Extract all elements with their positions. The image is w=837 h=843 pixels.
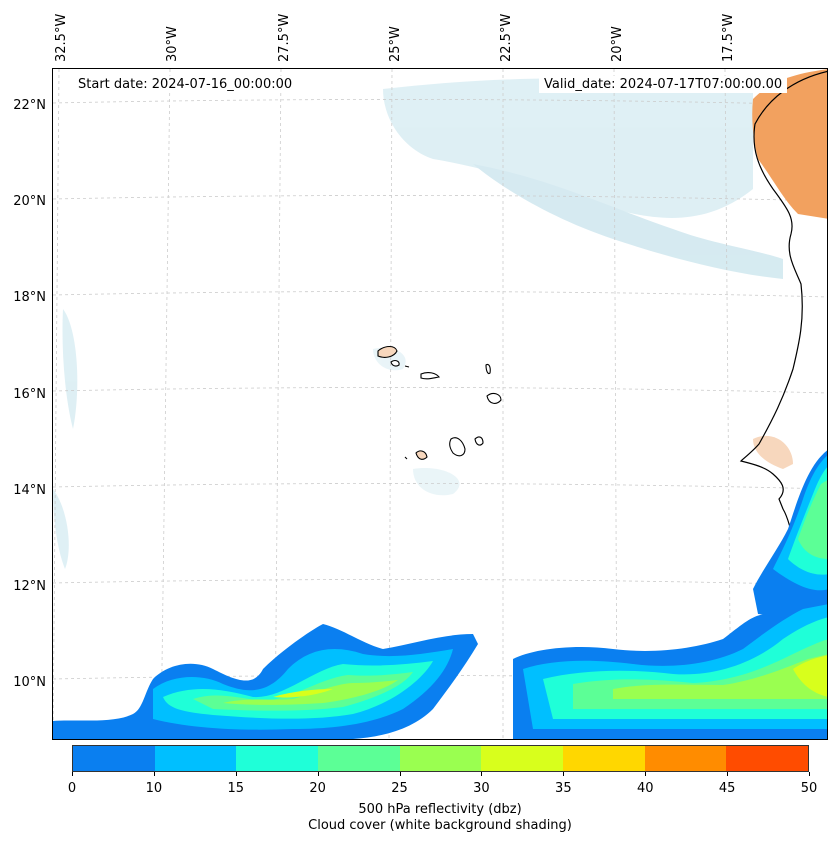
colorbar-tick-mark bbox=[727, 772, 729, 776]
colorbar-tick-label: 10 bbox=[145, 781, 163, 796]
colorbar-segment bbox=[399, 746, 482, 771]
lon-label-17.5w: 17.5°W bbox=[721, 13, 736, 62]
lon-label-20w: 20°W bbox=[610, 26, 625, 62]
reflectivity-east-25 bbox=[798, 480, 827, 559]
lat-label-22n: 22°N bbox=[13, 98, 46, 113]
island-brava bbox=[404, 456, 408, 460]
lat-label-14n: 14°N bbox=[13, 483, 46, 498]
reflectivity-field bbox=[53, 450, 827, 739]
reflectivity-east-35 bbox=[793, 655, 827, 697]
lat-label-12n: 12°N bbox=[13, 579, 46, 594]
colorbar-segment bbox=[236, 746, 319, 771]
colorbar-tick-label: 45 bbox=[718, 781, 736, 796]
colorbar-tick-mark bbox=[645, 772, 647, 776]
colorbar-tick-label: 35 bbox=[555, 781, 572, 796]
valid-date-label: Valid_date: 2024-07-17T07:00:00.00 bbox=[539, 76, 788, 93]
colorbar-tick-label: 15 bbox=[227, 781, 245, 796]
start-date-label: Start date: 2024-07-16_00:00:00 bbox=[73, 76, 298, 93]
island-fogo bbox=[415, 450, 428, 460]
lat-label-16n: 16°N bbox=[13, 387, 46, 402]
lon-label-32.5w: 32.5°W bbox=[54, 13, 69, 62]
colorbar-segment bbox=[563, 746, 645, 771]
cloud-cover-south bbox=[413, 468, 460, 496]
colorbar-segment bbox=[154, 746, 237, 771]
lat-label-20n: 20°N bbox=[13, 194, 46, 209]
colorbar-sublabel: Cloud cover (white background shading) bbox=[308, 818, 572, 833]
reflectivity-sw-35 bbox=[273, 689, 333, 698]
colorbar-tick-mark bbox=[809, 772, 810, 776]
colorbar-tick-label: 50 bbox=[800, 781, 818, 796]
colorbar-tick-label: 25 bbox=[391, 781, 408, 796]
colorbar-segment bbox=[644, 746, 727, 771]
reflectivity-center-30 bbox=[613, 654, 827, 699]
island-maio bbox=[474, 436, 484, 446]
colorbar-tick-mark bbox=[317, 772, 319, 776]
colorbar-tick-mark bbox=[72, 772, 73, 776]
island-sao-nicolau bbox=[420, 372, 440, 380]
map-canvas bbox=[53, 69, 827, 739]
land-africa-warm bbox=[753, 435, 793, 469]
colorbar-tick-label: 40 bbox=[636, 781, 654, 796]
map-panel[interactable] bbox=[52, 68, 828, 740]
island-sao-vicente bbox=[390, 360, 400, 367]
colorbar-segment bbox=[318, 746, 400, 771]
colorbar-tick-label: 20 bbox=[309, 781, 326, 796]
lon-label-27.5w: 27.5°W bbox=[277, 13, 292, 62]
graticule bbox=[53, 69, 827, 739]
cloud-cover-north bbox=[383, 78, 753, 218]
cloud-cover-west bbox=[62, 309, 78, 429]
cloud-cover-west2 bbox=[53, 489, 69, 569]
island-santiago bbox=[449, 437, 466, 457]
colorbar-tick-mark bbox=[481, 772, 483, 776]
cloud-cover-shading bbox=[53, 78, 783, 569]
lon-label-30w: 30°W bbox=[165, 26, 180, 62]
island-boa-vista bbox=[486, 392, 502, 404]
cape-verde-islands bbox=[377, 345, 502, 460]
cloud-cover-band bbox=[473, 164, 783, 279]
colorbar-tick-mark bbox=[563, 772, 565, 776]
colorbar-tick-label: 30 bbox=[473, 781, 490, 796]
colorbar-tick-mark bbox=[235, 772, 237, 776]
colorbar-segment bbox=[481, 746, 564, 771]
lon-label-22.5w: 22.5°W bbox=[499, 13, 514, 62]
reflectivity-sw-30 bbox=[223, 680, 398, 705]
colorbar-label: 500 hPa reflectivity (dbz) bbox=[358, 802, 522, 817]
island-santa-luzia bbox=[404, 365, 410, 368]
colorbar-segment bbox=[73, 746, 155, 771]
colorbar-tick-label: 0 bbox=[67, 781, 77, 796]
lat-label-10n: 10°N bbox=[13, 675, 46, 690]
island-santo-antao bbox=[377, 345, 398, 358]
lon-label-25w: 25°W bbox=[388, 26, 403, 62]
coastline bbox=[739, 70, 827, 562]
colorbar bbox=[72, 745, 809, 772]
island-sal bbox=[485, 363, 491, 375]
lat-label-18n: 18°N bbox=[13, 290, 46, 305]
colorbar-segment bbox=[726, 746, 809, 771]
colorbar-tick-mark bbox=[399, 772, 401, 776]
land-africa-hot bbox=[752, 69, 827, 219]
colorbar-tick-mark bbox=[153, 772, 155, 776]
